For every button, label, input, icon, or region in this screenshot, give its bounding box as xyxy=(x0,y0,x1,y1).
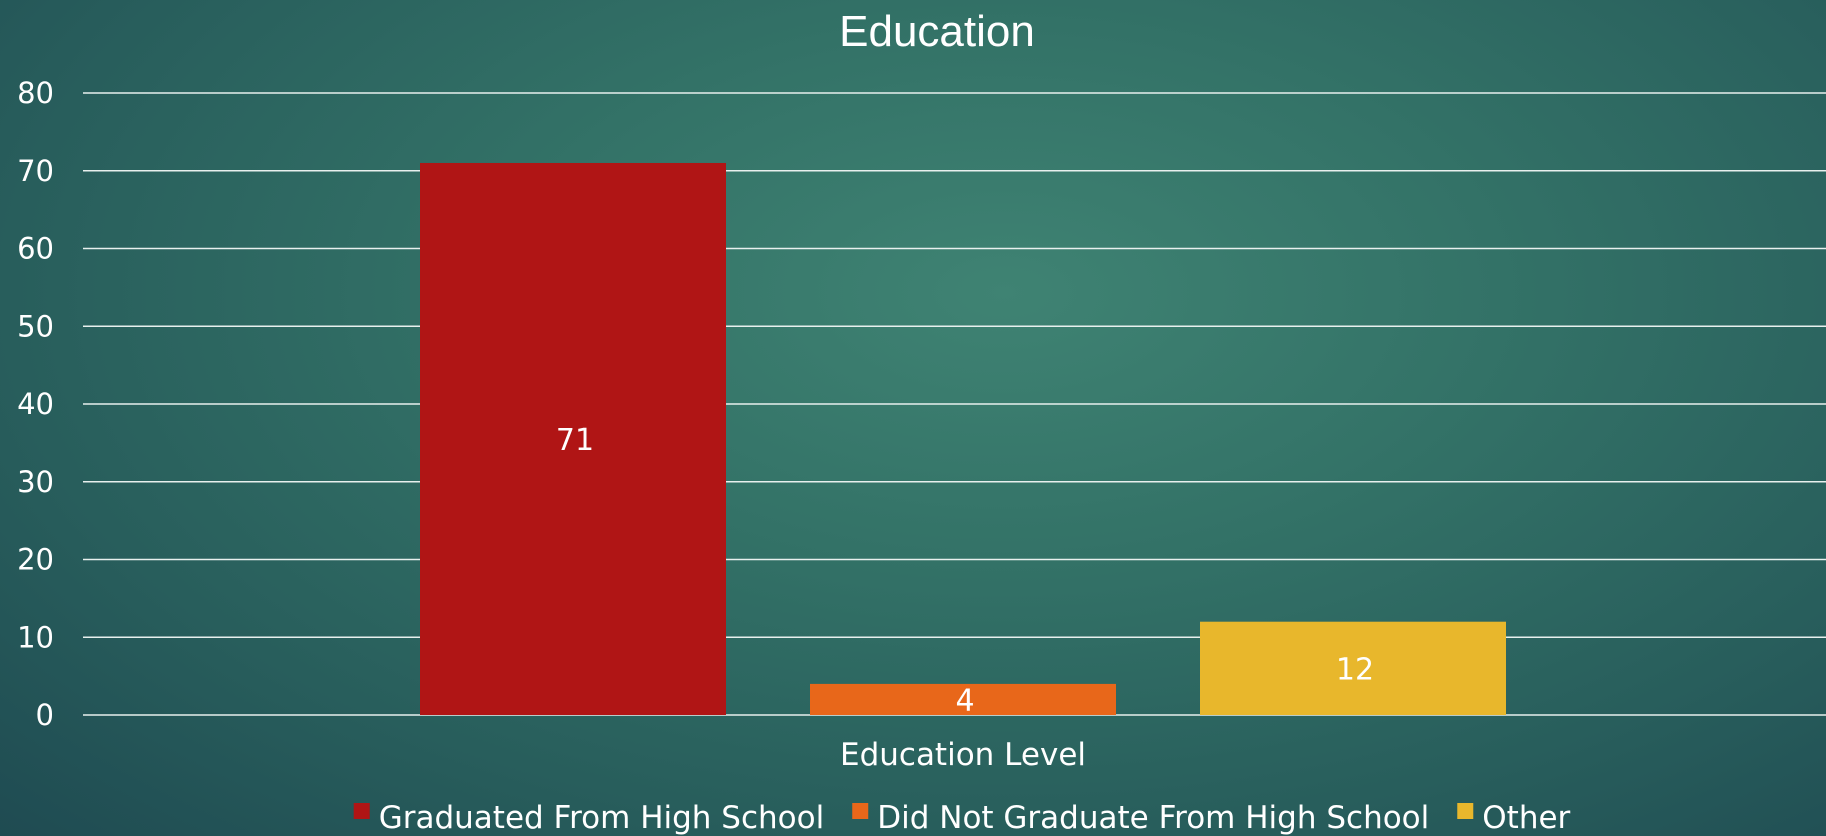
legend: Graduated From High School Did Not Gradua… xyxy=(353,800,1571,836)
bar-graduated-from-high-school xyxy=(420,162,726,716)
y-tick-label-50: 50 xyxy=(17,309,54,343)
legend-label-did-not-graduate-from-high-school: Did Not Graduate From High School xyxy=(877,800,1429,836)
data-label-did-not-graduate-from-high-school: 4 xyxy=(955,683,974,718)
y-tick-label-70: 70 xyxy=(17,154,54,188)
data-label-other: 12 xyxy=(1336,652,1374,687)
y-tick-label-60: 60 xyxy=(17,232,54,266)
legend-swatch-did-not-graduate-from-high-school xyxy=(852,803,869,819)
legend-label-graduated-from-high-school: Graduated From High School xyxy=(379,800,825,836)
y-tick-label-40: 40 xyxy=(17,387,54,421)
bars xyxy=(420,162,1506,716)
data-labels: 71 4 12 xyxy=(556,423,1374,718)
y-tick-label-20: 20 xyxy=(17,543,54,577)
x-axis-label: Education Level xyxy=(840,737,1086,773)
y-tick-label-30: 30 xyxy=(17,465,54,499)
gridlines xyxy=(83,92,1826,716)
chart-title: Education xyxy=(839,7,1035,56)
data-label-graduated-from-high-school: 71 xyxy=(556,423,594,458)
bar-other xyxy=(1200,621,1506,715)
legend-swatch-other xyxy=(1457,803,1474,819)
legend-swatch-graduated-from-high-school xyxy=(353,803,370,819)
y-tick-label-10: 10 xyxy=(17,620,54,654)
y-axis: 0 10 20 30 40 50 60 70 80 xyxy=(17,76,54,732)
legend-label-other: Other xyxy=(1482,800,1570,836)
y-tick-label-0: 0 xyxy=(36,698,54,732)
bar-did-not-graduate-from-high-school xyxy=(810,683,1116,715)
y-tick-label-80: 80 xyxy=(17,76,54,110)
